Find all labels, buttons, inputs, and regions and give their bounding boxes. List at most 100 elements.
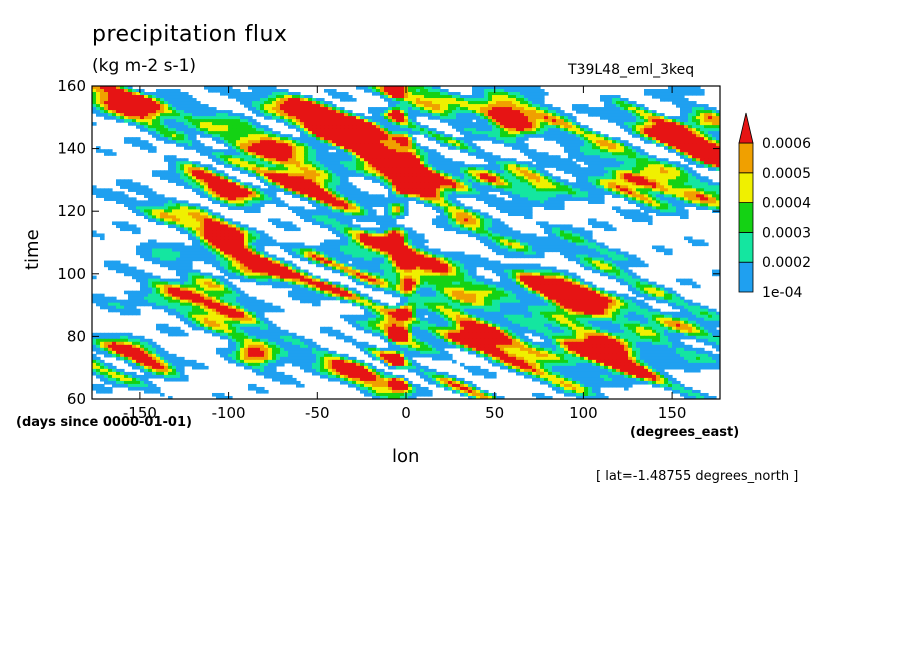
heatmap-cell (628, 188, 633, 192)
heatmap-cell (360, 152, 365, 156)
heatmap-cell (576, 125, 581, 129)
heatmap-cell (572, 191, 577, 195)
heatmap-cell (480, 179, 485, 183)
heatmap-cell (396, 158, 401, 162)
heatmap-cell (512, 161, 517, 165)
heatmap-cell (144, 95, 149, 99)
heatmap-cell (496, 86, 501, 90)
heatmap-cell (240, 116, 245, 120)
heatmap-cell (548, 158, 553, 162)
heatmap-cell (440, 95, 445, 99)
heatmap-cell (304, 140, 309, 144)
heatmap-cell (180, 107, 185, 111)
heatmap-cell (176, 137, 181, 141)
heatmap-cell (520, 173, 525, 177)
heatmap-cell (676, 98, 681, 102)
heatmap-cell (304, 119, 309, 123)
heatmap-cell (228, 122, 233, 126)
heatmap-cell (560, 179, 565, 183)
heatmap-cell (296, 107, 301, 111)
heatmap-cell (532, 86, 537, 90)
heatmap-cell (536, 191, 541, 195)
heatmap-cell (624, 155, 629, 159)
heatmap-cell (700, 137, 705, 141)
heatmap-cell (316, 152, 321, 156)
heatmap-cell (620, 161, 625, 165)
heatmap-cell (392, 206, 397, 210)
heatmap-cell (416, 188, 421, 192)
heatmap-cell (292, 110, 297, 114)
heatmap-cell (612, 158, 617, 162)
heatmap-cell (484, 182, 489, 186)
heatmap-cell (304, 209, 309, 213)
heatmap-cell (548, 173, 553, 177)
heatmap-cell (168, 125, 173, 129)
heatmap-cell (412, 122, 417, 126)
heatmap-cell (108, 197, 113, 201)
heatmap-cell (592, 188, 597, 192)
heatmap-cell (604, 113, 609, 117)
heatmap-cell (576, 149, 581, 153)
heatmap-cell (464, 104, 469, 108)
heatmap-cell (96, 149, 101, 153)
heatmap-cell (288, 113, 293, 117)
heatmap-cell (620, 191, 625, 195)
heatmap-cell (272, 188, 277, 192)
heatmap-cell (536, 134, 541, 138)
heatmap-cell (540, 107, 545, 111)
heatmap-cell (172, 140, 177, 144)
heatmap-cell (692, 155, 697, 159)
heatmap-cell (128, 110, 133, 114)
heatmap-cell (300, 173, 305, 177)
heatmap-cell (368, 146, 373, 150)
heatmap-cell (576, 179, 581, 183)
heatmap-cell (336, 179, 341, 183)
heatmap-cell (692, 119, 697, 123)
heatmap-cell (540, 98, 545, 102)
heatmap-cell (128, 113, 133, 117)
heatmap-cell (188, 107, 193, 111)
heatmap-cell (388, 197, 393, 201)
heatmap-cell (340, 143, 345, 147)
heatmap-cell (236, 194, 241, 198)
heatmap-cell (436, 173, 441, 177)
heatmap-cell (164, 200, 169, 204)
heatmap-cell (304, 170, 309, 174)
heatmap-cell (392, 170, 397, 174)
heatmap-cell (636, 152, 641, 156)
heatmap-cell (396, 107, 401, 111)
heatmap-cell (300, 128, 305, 132)
heatmap-cell (224, 131, 229, 135)
heatmap-cell (532, 200, 537, 204)
heatmap-cell (668, 161, 673, 165)
heatmap-cell (116, 101, 121, 105)
heatmap-cell (436, 155, 441, 159)
heatmap-cell (112, 107, 117, 111)
heatmap-cell (576, 155, 581, 159)
heatmap-cell (680, 92, 685, 96)
heatmap-cell (120, 110, 125, 114)
heatmap-cell (680, 116, 685, 120)
heatmap-cell (692, 149, 697, 153)
heatmap-cell (348, 191, 353, 195)
heatmap-cell (644, 158, 649, 162)
heatmap-cell (660, 176, 665, 180)
heatmap-cell (532, 116, 537, 120)
heatmap-cell (264, 95, 269, 99)
heatmap-cell (180, 200, 185, 204)
heatmap-cell (680, 203, 685, 207)
heatmap-cell (616, 185, 621, 189)
heatmap-cell (612, 95, 617, 99)
heatmap-cell (636, 158, 641, 162)
heatmap-cell (416, 149, 421, 153)
heatmap-cell (488, 95, 493, 99)
heatmap-cell (416, 125, 421, 129)
heatmap-cell (576, 197, 581, 201)
heatmap-cell (288, 146, 293, 150)
heatmap-cell (244, 128, 249, 132)
heatmap-cell (184, 119, 189, 123)
heatmap-cell (264, 128, 269, 132)
heatmap-cell (412, 152, 417, 156)
heatmap-cell (264, 191, 269, 195)
heatmap-cell (244, 122, 249, 126)
